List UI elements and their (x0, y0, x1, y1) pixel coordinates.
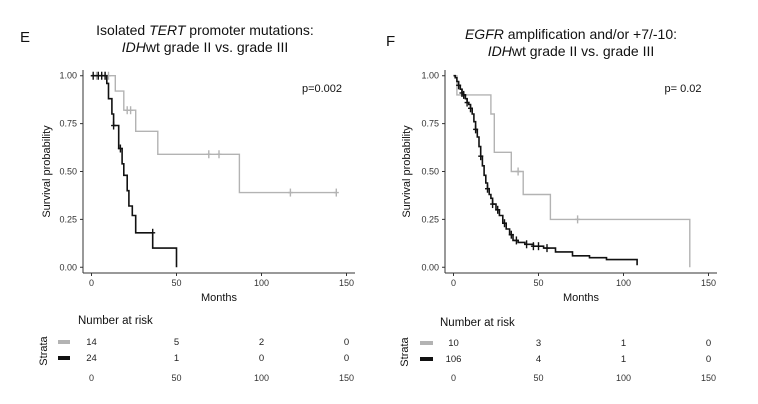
x-tick-label: 100 (254, 278, 269, 288)
risk-count: 2 (259, 337, 264, 348)
chart-title-line: EGFR amplification and/or +7/-10: (465, 26, 677, 42)
risk-x-tick-label: 100 (254, 373, 269, 383)
survival-curve (91, 75, 337, 194)
y-tick-label: 0.75 (59, 119, 77, 129)
risk-count: 24 (86, 353, 97, 364)
risk-count: 0 (259, 353, 264, 364)
risk-x-tick-label: 100 (616, 373, 631, 383)
chart-title-line: IDHwt grade II vs. grade III (122, 39, 289, 55)
survival-curve (453, 75, 691, 268)
risk-count: 0 (344, 353, 349, 364)
x-tick-label: 50 (171, 278, 181, 288)
chart-title-segment: wt grade II vs. grade III (145, 39, 288, 55)
risk-count: 14 (86, 337, 97, 348)
y-axis-title: Survival probability (41, 125, 53, 218)
x-axis-title: Months (201, 292, 238, 304)
y-tick-label: 1.00 (421, 71, 439, 81)
chart-title-line: Isolated TERT promoter mutations: (96, 22, 314, 38)
x-tick-label: 50 (533, 278, 543, 288)
risk-x-tick-label: 150 (701, 373, 716, 383)
survival-curve (453, 74, 638, 266)
y-tick-label: 0.50 (421, 167, 439, 177)
y-tick-label: 1.00 (59, 71, 77, 81)
y-tick-label: 0.50 (59, 167, 77, 177)
chart-title-line: IDHwt grade II vs. grade III (488, 43, 655, 59)
risk-count: 0 (344, 337, 349, 348)
strata-label: Strata (399, 336, 411, 366)
risk-count: 4 (536, 354, 541, 365)
chart-title-segment: IDH (488, 43, 513, 59)
y-axis-title: Survival probability (401, 125, 413, 218)
risk-x-tick-label: 50 (171, 373, 181, 383)
x-tick-label: 150 (339, 278, 354, 288)
chart-title-segment: TERT (149, 22, 187, 38)
risk-count: 10 (448, 338, 459, 349)
risk-x-tick-label: 0 (451, 373, 456, 383)
chart-panel: E Isolated TERT promoter mutations:IDHwt … (20, 22, 355, 383)
x-tick-label: 150 (701, 278, 716, 288)
p-value-annotation: p=0.002 (302, 83, 342, 95)
risk-count: 0 (706, 338, 711, 349)
chart-title-segment: promoter mutations: (185, 22, 313, 38)
risk-table-title: Number at risk (78, 315, 153, 327)
x-tick-label: 0 (89, 278, 94, 288)
risk-count: 3 (536, 338, 541, 349)
x-tick-label: 100 (616, 278, 631, 288)
chart-title-segment: IDH (122, 39, 147, 55)
risk-count: 1 (621, 354, 626, 365)
risk-count: 1 (621, 338, 626, 349)
risk-x-tick-label: 0 (89, 373, 94, 383)
risk-table-title: Number at risk (440, 317, 515, 329)
risk-count: 0 (706, 354, 711, 365)
chart-panel: F EGFR amplification and/or +7/-10:IDHwt … (386, 26, 717, 383)
survival-curve (91, 74, 178, 268)
y-tick-label: 0.25 (59, 214, 77, 224)
y-tick-label: 0.00 (59, 262, 77, 272)
y-tick-label: 0.00 (421, 262, 439, 272)
chart-title-segment: EGFR (465, 26, 504, 42)
risk-count: 1 (174, 353, 179, 364)
risk-x-tick-label: 50 (533, 373, 543, 383)
y-tick-label: 0.25 (421, 214, 439, 224)
panel-label: F (386, 33, 395, 50)
y-tick-label: 0.75 (421, 119, 439, 129)
chart-title-segment: amplification and/or +7/-10: (504, 26, 677, 42)
x-axis-title: Months (563, 292, 600, 304)
risk-count: 5 (174, 337, 179, 348)
strata-label: Strata (38, 335, 50, 365)
chart-title-segment: Isolated (96, 22, 149, 38)
chart-title-segment: wt grade II vs. grade III (511, 43, 654, 59)
risk-x-tick-label: 150 (339, 373, 354, 383)
risk-count: 106 (446, 354, 462, 365)
p-value-annotation: p= 0.02 (664, 83, 701, 95)
panel-label: E (20, 29, 30, 46)
x-tick-label: 0 (451, 278, 456, 288)
